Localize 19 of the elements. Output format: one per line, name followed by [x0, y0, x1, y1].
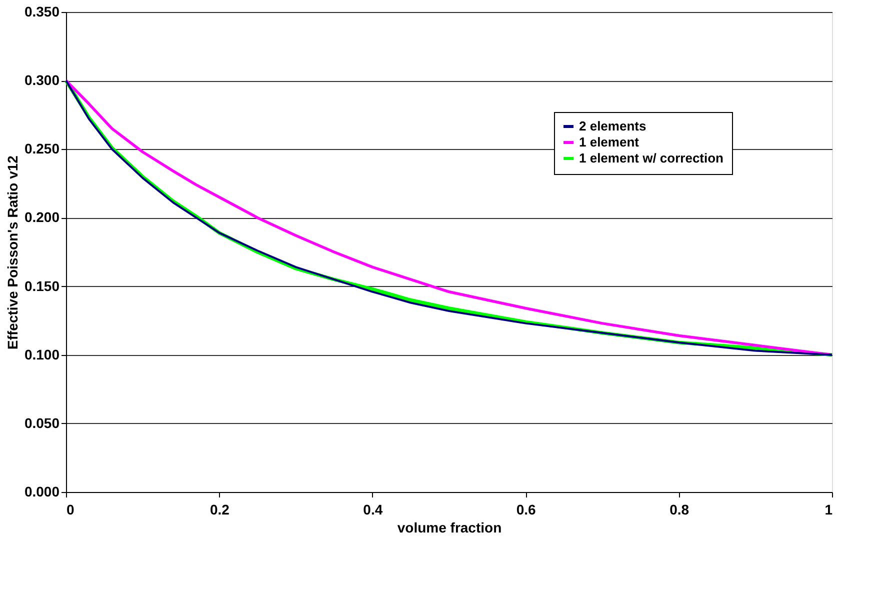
x-tick-label: 0.8 — [670, 502, 690, 518]
x-tick-label: 1 — [824, 502, 833, 518]
x-axis-title: volume fraction — [397, 520, 502, 536]
y-tick-label: 0.150 — [24, 278, 60, 294]
legend-label: 1 element w/ correction — [579, 150, 724, 166]
x-tick-label: 0.2 — [210, 502, 230, 518]
y-tick-label: 0.050 — [24, 414, 60, 431]
y-tick-label: 0.100 — [24, 346, 60, 362]
y-tick-label: 0.350 — [24, 4, 60, 20]
x-tick-label: 0 — [66, 502, 74, 518]
x-tick-label: 0.6 — [516, 502, 536, 518]
legend-label: 1 element — [579, 134, 640, 150]
y-tick-label: 0.200 — [24, 209, 60, 226]
x-tick-label: 0.4 — [363, 502, 383, 518]
y-tick-label: 0.000 — [24, 484, 60, 500]
y-tick-label: 0.300 — [24, 72, 60, 88]
y-axis-title: Effective Poisson's Ratio v12 — [4, 155, 20, 350]
y-tick-label: 0.250 — [24, 140, 60, 157]
legend-label: 2 elements — [579, 118, 646, 134]
